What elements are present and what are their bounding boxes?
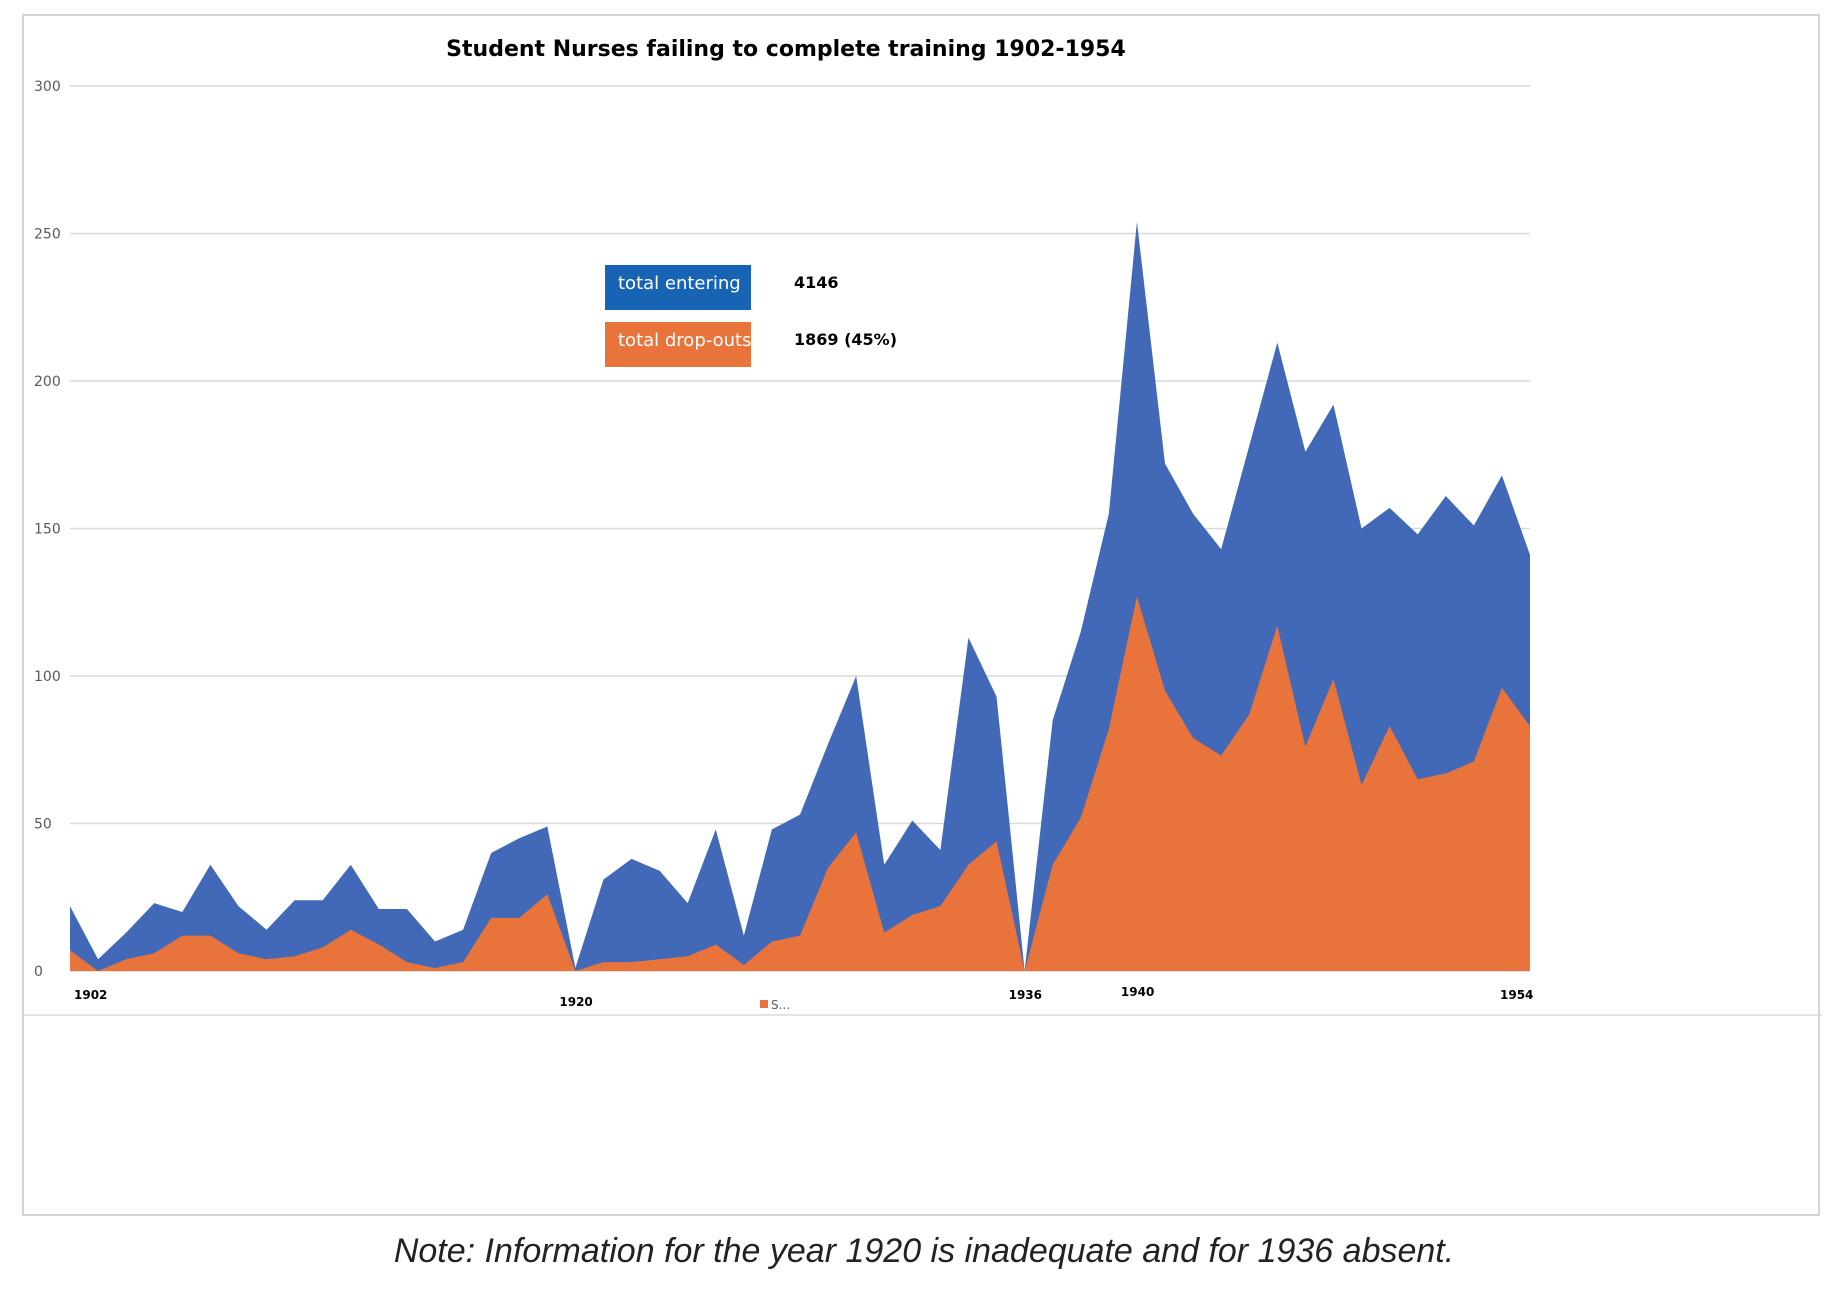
legend-bottom-swatch	[760, 1000, 768, 1008]
y-tick-label: 50	[34, 817, 52, 833]
x-tick-label: 1920	[559, 995, 592, 1009]
y-axis-ticks: 0 50 100 150 200 250 300	[34, 79, 61, 980]
area-series	[70, 221, 1530, 971]
x-tick-label: 1902	[74, 988, 107, 1002]
chart-title: Student Nurses failing to complete train…	[446, 37, 1126, 62]
legend-box	[605, 322, 751, 367]
x-axis-ticks: 1902 1920 1936 1940 1954	[74, 985, 1533, 1009]
gridlines	[24, 85, 1822, 1016]
legend-box-value: 1869 (45%)	[794, 330, 897, 349]
chart-note: Note: Information for the year 1920 is i…	[393, 1232, 1455, 1270]
legend-bottom-label: S...	[771, 998, 790, 1012]
x-tick-label: 1936	[1009, 988, 1042, 1002]
y-tick-label: 0	[34, 964, 43, 980]
y-tick-label: 200	[34, 374, 61, 390]
x-tick-label: 1954	[1500, 988, 1533, 1002]
y-tick-label: 250	[34, 227, 61, 243]
legend-box	[605, 265, 751, 310]
legend-boxes: total entering 4146 total drop-outs 1869 (4…	[605, 265, 897, 367]
y-tick-label: 300	[34, 79, 61, 95]
legend-box-value: 4146	[794, 273, 839, 292]
area-total-dropouts	[70, 596, 1530, 971]
y-tick-label: 150	[34, 522, 61, 538]
x-tick-label: 1940	[1121, 985, 1154, 999]
y-tick-label: 100	[34, 669, 61, 685]
legend-box-label: total drop-outs	[618, 330, 751, 351]
legend-bottom: S...	[760, 998, 790, 1012]
chart-frame: 0 50 100 150 200 250 300 1902 1920 1936 1940 1954 …	[22, 14, 1822, 1216]
legend-box-label: total entering	[618, 273, 741, 294]
